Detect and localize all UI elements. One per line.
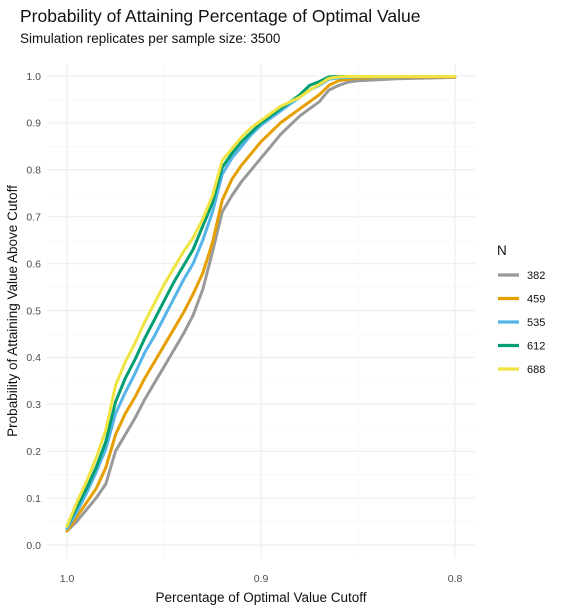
y-tick-label: 0.6 bbox=[26, 258, 41, 270]
y-axis-label: Probability of Attaining Value Above Cut… bbox=[5, 185, 20, 437]
y-tick-label: 0.4 bbox=[26, 352, 41, 364]
chart-subtitle: Simulation replicates per sample size: 3… bbox=[20, 31, 280, 46]
grid bbox=[47, 64, 475, 558]
y-tick-label: 0.9 bbox=[26, 118, 41, 130]
series-line-688 bbox=[65, 75, 457, 528]
y-tick-label: 0.1 bbox=[26, 493, 41, 505]
x-axis-ticks: 1.0 0.9 0.8 bbox=[60, 573, 463, 585]
y-tick-label: 1.0 bbox=[26, 71, 41, 83]
x-tick-label: 0.8 bbox=[448, 573, 463, 585]
legend: N 382 459 535 612 688 bbox=[497, 243, 545, 376]
legend-label-612: 612 bbox=[527, 340, 545, 352]
y-axis-ticks: 0.0 0.1 0.2 0.3 0.4 0.5 0.6 0.7 0.8 0.9 1.0 bbox=[26, 71, 41, 552]
y-tick-label: 0.0 bbox=[26, 540, 41, 552]
y-tick-label: 0.3 bbox=[26, 399, 41, 411]
plot-lines bbox=[65, 75, 457, 533]
legend-label-535: 535 bbox=[527, 317, 545, 329]
x-axis-label: Percentage of Optimal Value Cutoff bbox=[155, 590, 366, 605]
y-tick-label: 0.7 bbox=[26, 212, 41, 224]
x-tick-label: 1.0 bbox=[60, 573, 75, 585]
y-tick-label: 0.8 bbox=[26, 165, 41, 177]
legend-title: N bbox=[497, 243, 507, 258]
series-line-382 bbox=[65, 75, 457, 533]
y-tick-label: 0.5 bbox=[26, 305, 41, 317]
y-tick-label: 0.2 bbox=[26, 446, 41, 458]
legend-label-459: 459 bbox=[527, 293, 545, 305]
chart-title: Probability of Attaining Percentage of O… bbox=[20, 6, 420, 26]
legend-label-688: 688 bbox=[527, 364, 545, 376]
legend-label-382: 382 bbox=[527, 270, 545, 282]
x-tick-label: 0.9 bbox=[254, 573, 269, 585]
